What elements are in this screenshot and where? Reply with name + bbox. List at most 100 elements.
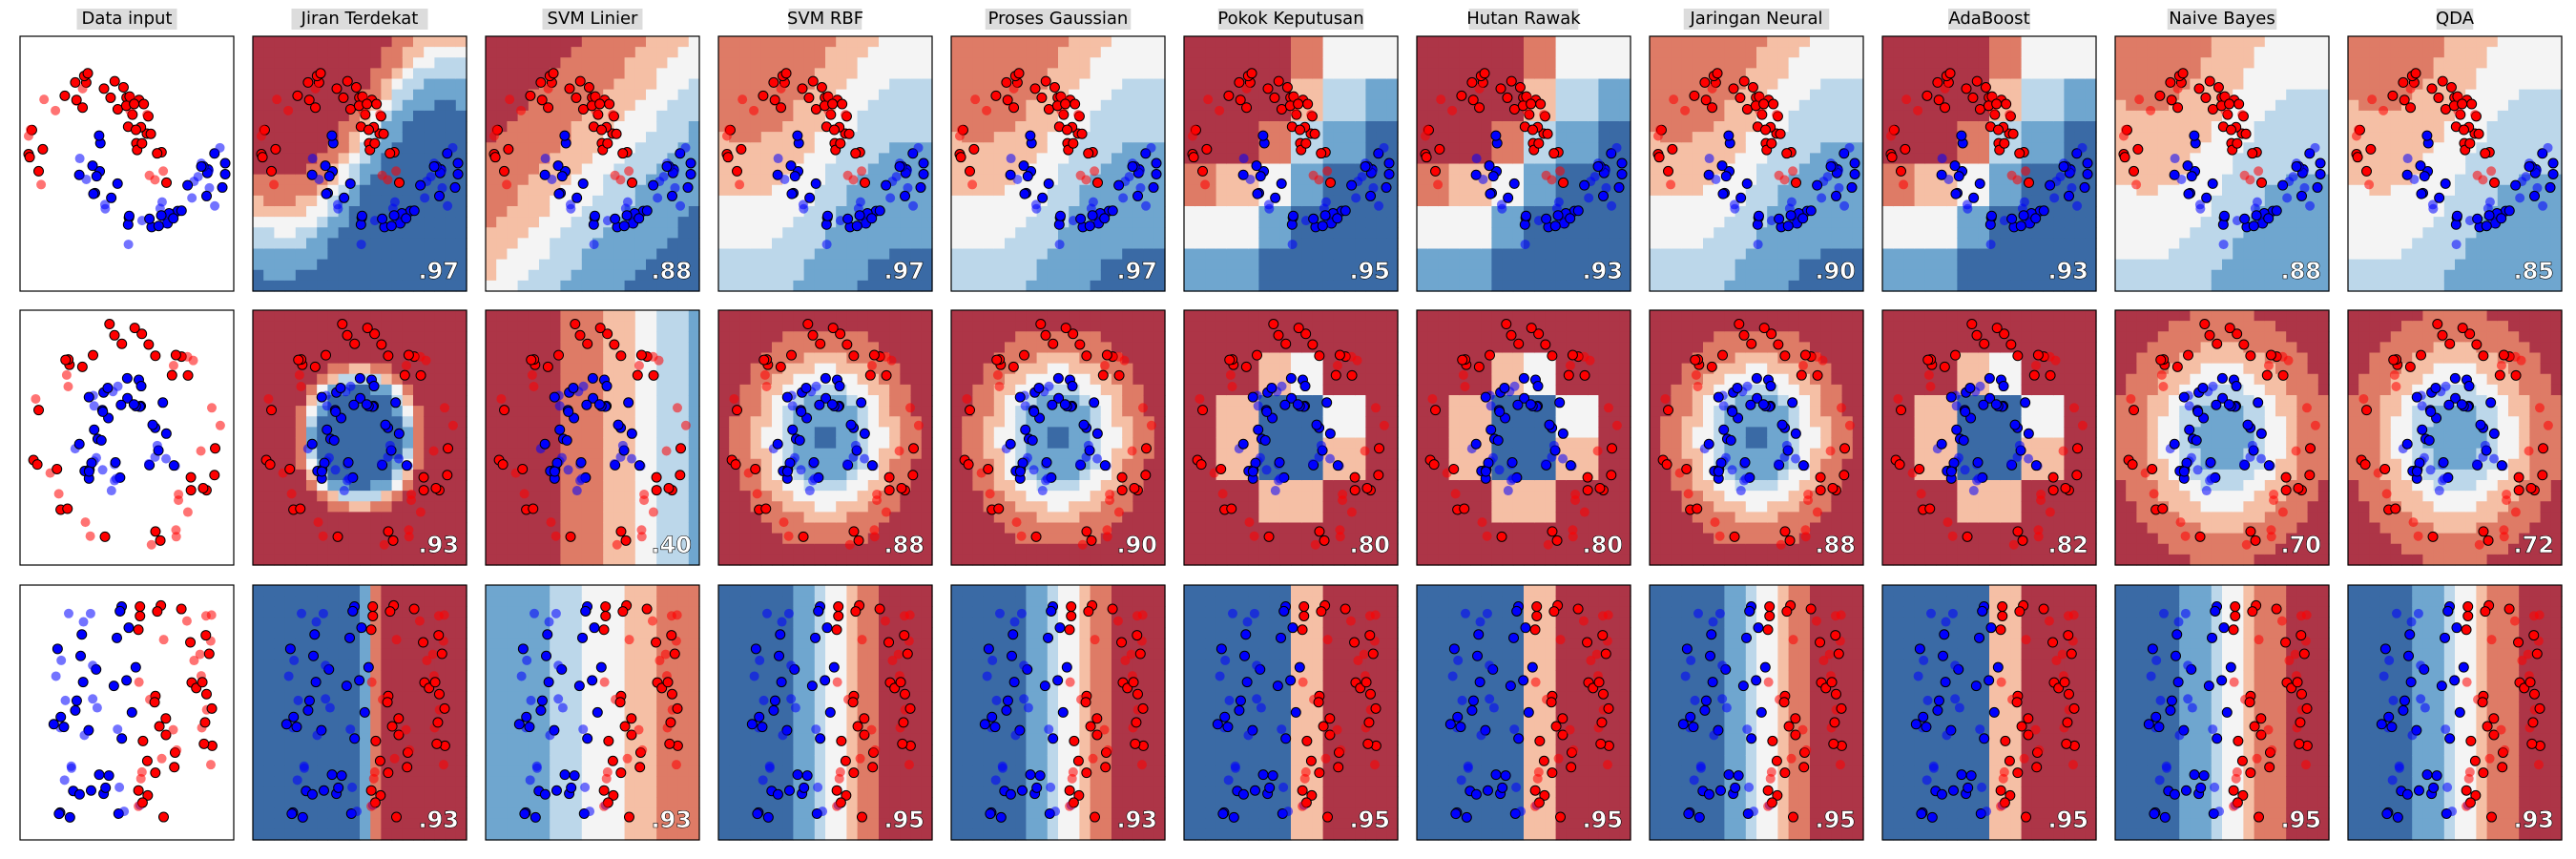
decision-cell [434, 321, 447, 332]
decision-cell [571, 648, 583, 660]
decision-cell [284, 142, 297, 154]
decision-cell [550, 57, 561, 69]
decision-cell [729, 554, 740, 566]
decision-cell [507, 395, 519, 407]
decision-cell [263, 659, 275, 671]
decision-cell [348, 89, 361, 101]
decision-cell [517, 36, 530, 48]
decision-cell [550, 755, 561, 766]
decision-cell [381, 142, 393, 154]
decision-cell [688, 744, 700, 756]
decision-cell [910, 132, 923, 143]
sample-point [117, 81, 129, 93]
sample-point [577, 632, 589, 643]
decision-cell [656, 627, 668, 639]
decision-cell [688, 670, 700, 681]
sample-point [71, 695, 82, 706]
decision-cell [327, 206, 340, 218]
decision-cell [910, 363, 923, 375]
decision-cell [889, 121, 901, 133]
decision-cell [253, 310, 264, 322]
decision-cell [348, 501, 361, 513]
decision-cell [253, 617, 264, 629]
decision-cell [360, 469, 371, 481]
sample-point [344, 632, 356, 643]
decision-cell [729, 259, 740, 271]
decision-cell [360, 310, 371, 322]
decision-cell [560, 259, 572, 271]
decision-cell [646, 310, 657, 322]
decision-cell [455, 765, 467, 777]
sample-point [913, 420, 924, 430]
decision-cell [750, 522, 762, 534]
decision-cell [348, 755, 361, 766]
decision-cell [317, 227, 328, 239]
decision-cell [434, 259, 447, 271]
decision-cell [624, 797, 636, 809]
sample-point [783, 531, 794, 541]
decision-cell [402, 585, 414, 597]
sample-point [792, 130, 803, 141]
decision-cell [793, 227, 805, 239]
decision-cell [879, 142, 890, 154]
decision-cell [688, 384, 700, 396]
decision-cell [581, 512, 593, 524]
decision-cell [656, 36, 668, 48]
decision-cell [445, 217, 457, 228]
sample-point [915, 181, 926, 193]
sample-point [530, 811, 541, 823]
sample-point [439, 702, 450, 714]
decision-cell [646, 132, 657, 143]
decision-cell [496, 543, 508, 555]
sample-point [206, 702, 218, 714]
decision-cell [274, 480, 286, 492]
decision-cell [284, 99, 297, 112]
decision-cell [317, 280, 328, 292]
sample-point [309, 629, 321, 640]
decision-cell [486, 227, 497, 239]
decision-cell [667, 659, 679, 671]
decision-cell [772, 269, 783, 282]
sample-point [820, 372, 831, 384]
decision-cell [879, 384, 890, 396]
decision-cell [889, 321, 901, 332]
decision-cell [507, 776, 519, 787]
sample-point [517, 463, 529, 474]
decision-cell [857, 36, 869, 48]
decision-cell [517, 153, 530, 165]
sample-point [685, 157, 696, 169]
decision-cell [825, 280, 837, 292]
decision-cell [760, 132, 773, 143]
decision-cell [921, 491, 933, 502]
decision-cell [921, 363, 933, 375]
decision-cell [613, 280, 626, 292]
decision-cell [381, 818, 393, 830]
decision-cell [402, 280, 414, 292]
sample-point [574, 329, 586, 341]
decision-cell [846, 36, 859, 48]
decision-cell [486, 427, 497, 439]
decision-cell [381, 617, 393, 629]
decision-cell [486, 681, 497, 692]
decision-cell [455, 712, 467, 724]
sample-point [600, 610, 612, 621]
decision-cell [782, 132, 794, 143]
decision-cell [253, 522, 264, 534]
decision-cell [592, 163, 604, 176]
decision-cell [646, 458, 657, 471]
sample-point [626, 428, 637, 439]
sample-point [675, 200, 686, 211]
decision-cell [253, 786, 264, 799]
decision-cell [528, 238, 540, 250]
decision-cell [688, 89, 700, 101]
decision-cell [772, 501, 783, 513]
decision-cell [284, 195, 297, 207]
decision-cell [507, 259, 519, 271]
decision-cell [295, 585, 307, 597]
decision-cell [814, 501, 826, 513]
decision-cell [867, 543, 880, 555]
sample-point [157, 397, 169, 409]
decision-cell [793, 363, 805, 375]
sample-point [63, 382, 73, 392]
decision-cell [846, 480, 859, 492]
